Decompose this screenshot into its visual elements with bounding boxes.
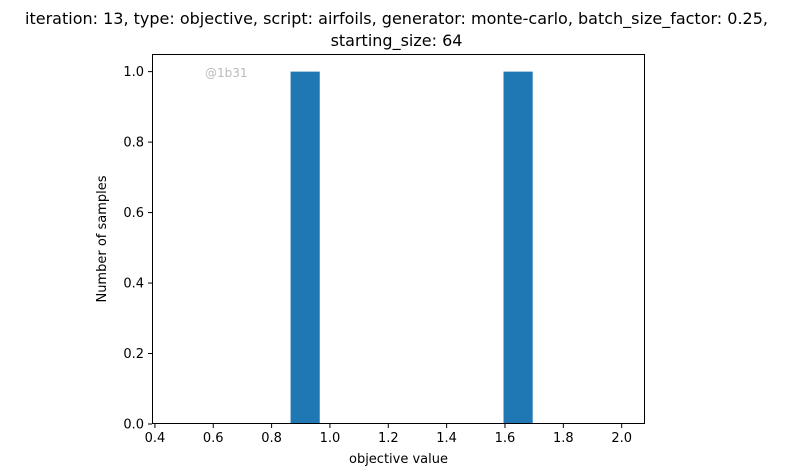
- x-tick-label: 1.4: [436, 431, 457, 446]
- y-tick-label: 0.8: [123, 136, 144, 151]
- x-tick-label: 1.2: [378, 431, 399, 446]
- bars-group: [290, 71, 533, 424]
- x-axis: 0.4 0.6 0.8 1.0 1.2 1.4 1.6 1.8 2.0: [145, 424, 632, 446]
- x-tick-label: 0.8: [261, 431, 282, 446]
- plot-background: [152, 54, 645, 424]
- histogram-bar: [503, 71, 533, 424]
- plot-frame: [152, 54, 645, 424]
- x-tick-label: 1.0: [320, 431, 341, 446]
- y-tick-label: 0.0: [123, 418, 144, 433]
- x-axis-label: objective value: [349, 452, 448, 467]
- chart-title-line-2: starting_size: 64: [330, 31, 463, 50]
- y-tick-label: 0.6: [123, 206, 144, 221]
- watermark-text: @1b31: [205, 66, 248, 80]
- y-tick-label: 0.2: [123, 347, 144, 362]
- histogram-bar: [290, 71, 320, 424]
- x-tick-label: 0.4: [145, 431, 166, 446]
- plot-area: @1b31: [152, 54, 645, 424]
- y-axis: 0.0 0.2 0.4 0.6 0.8 1.0: [123, 65, 152, 433]
- y-axis-label: Number of samples: [95, 175, 110, 302]
- y-tick-label: 0.4: [123, 277, 144, 292]
- y-tick-label: 1.0: [123, 65, 144, 80]
- x-tick-label: 1.6: [495, 431, 516, 446]
- x-tick-label: 0.6: [203, 431, 224, 446]
- chart-title-line-1: iteration: 13, type: objective, script: …: [25, 9, 768, 28]
- x-tick-label: 2.0: [611, 431, 632, 446]
- x-tick-label: 1.8: [553, 431, 574, 446]
